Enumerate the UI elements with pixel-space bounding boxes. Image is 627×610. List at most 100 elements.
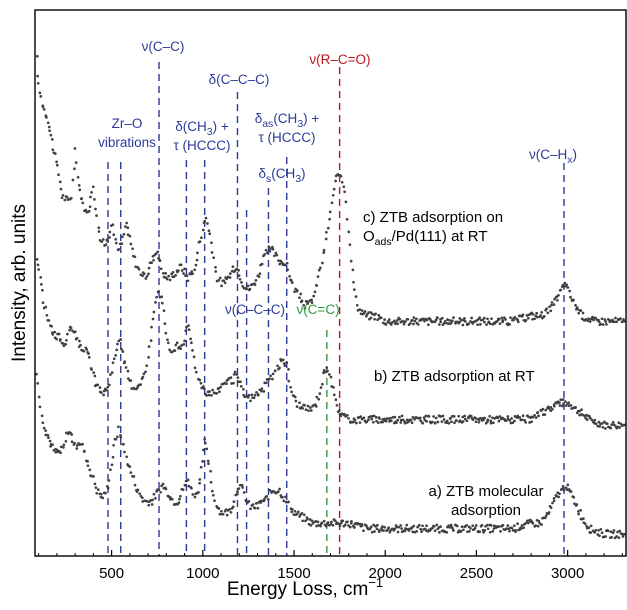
data-point bbox=[152, 310, 156, 314]
data-point bbox=[328, 217, 331, 221]
peak-label-blue: δas(CH3) + bbox=[255, 111, 320, 130]
data-point bbox=[564, 400, 567, 404]
data-point bbox=[237, 487, 241, 490]
data-point bbox=[344, 200, 348, 204]
data-point bbox=[333, 519, 337, 523]
data-point bbox=[396, 530, 400, 534]
data-point bbox=[124, 225, 127, 228]
data-point bbox=[617, 536, 621, 540]
data-point bbox=[551, 408, 554, 411]
data-point bbox=[163, 322, 167, 325]
curve-label-3: adsorption bbox=[451, 502, 521, 519]
data-point bbox=[450, 420, 453, 424]
data-point bbox=[338, 524, 342, 528]
data-point bbox=[160, 484, 163, 488]
data-point bbox=[395, 525, 398, 529]
data-point bbox=[558, 404, 562, 407]
data-point bbox=[522, 526, 525, 530]
data-point bbox=[622, 423, 626, 427]
data-point bbox=[353, 526, 356, 529]
data-point bbox=[424, 414, 428, 418]
data-point bbox=[241, 284, 245, 288]
data-point bbox=[446, 318, 449, 321]
data-point bbox=[69, 196, 73, 200]
data-point bbox=[300, 299, 304, 303]
data-point bbox=[471, 524, 475, 528]
y-axis-title: Intensity, arb. units bbox=[9, 204, 30, 362]
data-point bbox=[610, 423, 614, 426]
peak-label-blue-part: τ (HCCC) bbox=[173, 138, 230, 153]
data-point bbox=[476, 323, 479, 327]
data-point bbox=[44, 433, 48, 437]
data-point bbox=[332, 187, 336, 191]
data-point bbox=[247, 500, 251, 503]
data-point bbox=[458, 419, 462, 422]
data-point bbox=[114, 238, 118, 241]
data-point bbox=[231, 265, 235, 269]
data-point bbox=[370, 417, 374, 421]
peak-label-blue-part: δ(CH bbox=[175, 119, 207, 134]
data-point bbox=[100, 391, 103, 394]
data-point bbox=[147, 272, 150, 276]
data-point bbox=[141, 375, 145, 379]
data-point bbox=[199, 381, 203, 385]
data-point bbox=[212, 256, 216, 260]
data-point bbox=[618, 529, 622, 533]
data-point bbox=[114, 437, 118, 441]
data-point bbox=[189, 337, 192, 341]
data-point bbox=[287, 379, 291, 383]
data-point bbox=[519, 527, 523, 530]
data-point bbox=[211, 493, 215, 497]
data-point bbox=[375, 527, 379, 531]
data-point bbox=[38, 91, 42, 95]
data-point bbox=[445, 419, 449, 423]
data-point bbox=[271, 245, 274, 249]
data-point bbox=[605, 323, 608, 326]
data-point bbox=[569, 295, 572, 299]
data-point bbox=[463, 317, 466, 320]
data-point bbox=[245, 287, 248, 291]
data-point bbox=[329, 375, 333, 379]
data-point bbox=[79, 343, 82, 347]
data-point bbox=[605, 422, 609, 426]
data-point bbox=[460, 318, 463, 322]
data-point bbox=[453, 421, 456, 425]
data-point bbox=[371, 420, 375, 424]
data-point bbox=[51, 148, 55, 152]
data-point bbox=[157, 488, 161, 492]
data-point bbox=[477, 420, 481, 424]
data-point bbox=[138, 492, 142, 496]
data-point bbox=[402, 322, 406, 326]
data-point bbox=[250, 393, 254, 397]
data-point bbox=[119, 435, 123, 439]
data-point bbox=[577, 512, 580, 516]
data-point bbox=[106, 385, 110, 389]
data-point bbox=[410, 421, 414, 425]
data-point bbox=[136, 488, 140, 492]
data-point bbox=[149, 339, 153, 342]
data-point bbox=[161, 271, 165, 275]
data-point bbox=[268, 249, 272, 253]
data-point bbox=[320, 521, 324, 525]
data-point bbox=[569, 403, 573, 407]
data-point bbox=[248, 287, 252, 291]
data-point bbox=[504, 419, 508, 423]
data-point bbox=[285, 261, 289, 265]
data-point bbox=[432, 524, 436, 528]
data-point bbox=[82, 349, 86, 353]
data-point bbox=[191, 349, 194, 352]
data-point bbox=[423, 319, 426, 323]
data-point bbox=[543, 413, 547, 416]
data-point bbox=[346, 520, 349, 524]
data-point bbox=[405, 523, 409, 527]
data-point bbox=[452, 415, 456, 418]
data-point bbox=[123, 450, 126, 454]
data-point bbox=[209, 469, 212, 473]
data-point bbox=[580, 408, 583, 412]
data-point bbox=[150, 503, 154, 506]
data-point bbox=[111, 223, 115, 227]
data-point bbox=[559, 288, 563, 292]
data-point bbox=[337, 409, 341, 413]
data-point bbox=[561, 484, 565, 488]
data-point bbox=[485, 323, 488, 326]
